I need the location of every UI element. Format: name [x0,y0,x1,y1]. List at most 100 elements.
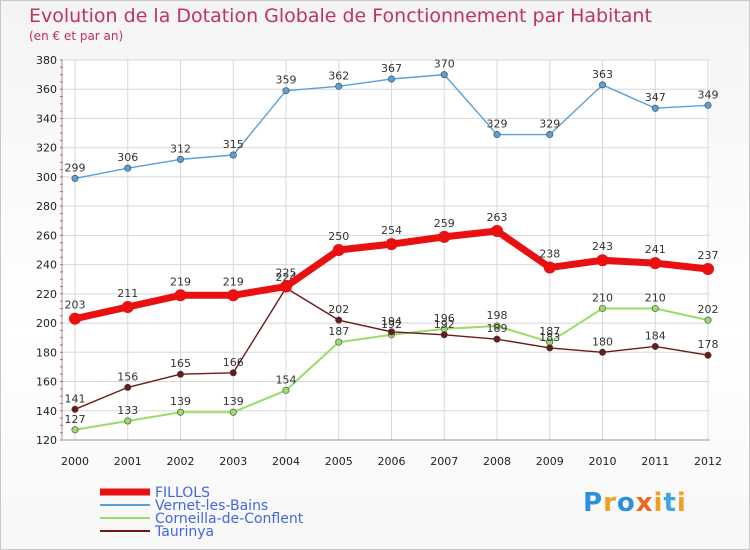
data-point [124,417,132,425]
data-point [491,225,503,237]
legend-label: Vernet-les-Bains [155,498,268,514]
proxiti-logo: Proxiti [583,488,687,518]
data-point [229,151,237,159]
data-point [124,164,132,172]
data-point [71,426,79,434]
y-tick-label: 380 [36,54,57,67]
data-point [543,261,556,274]
data-label: 367 [381,62,402,75]
data-point [71,174,79,182]
data-label: 187 [328,325,349,338]
data-label: 189 [487,322,508,335]
data-label: 165 [170,357,191,370]
data-label: 141 [65,392,86,405]
data-point [546,131,554,139]
data-label: 312 [170,142,191,155]
y-tick-label: 120 [36,434,57,447]
data-point [177,370,185,378]
data-label: 156 [117,370,138,383]
data-point [174,289,187,302]
data-label: 139 [223,395,244,408]
chart-subtitle: (en € et par an) [29,29,124,43]
y-tick-label: 140 [36,405,57,418]
data-label: 263 [487,211,508,224]
data-label: 359 [276,74,297,87]
data-point [229,369,237,377]
data-label: 329 [539,118,560,131]
data-point [69,312,81,325]
data-point [71,405,79,413]
data-label: 198 [487,309,508,322]
data-label: 192 [381,318,402,331]
data-point [335,316,343,324]
y-tick-label: 340 [36,112,57,125]
x-tick-label: 2009 [536,455,564,468]
x-tick-label: 2001 [114,455,142,468]
x-tick-label: 2004 [272,455,300,468]
legend-label: Corneilla-de-Conflent [155,511,304,527]
data-label: 259 [434,217,455,230]
legend-label: Taurinya [154,524,214,540]
y-tick-label: 320 [36,142,57,155]
data-point [704,316,712,324]
x-tick-label: 2008 [483,455,511,468]
data-label: 237 [698,249,719,262]
data-point [702,263,714,275]
data-point [229,408,237,416]
data-label: 370 [434,58,455,71]
data-label: 347 [645,91,666,104]
y-tick-label: 280 [36,200,57,213]
data-point [651,104,659,112]
data-point [598,81,606,89]
data-point [440,71,448,79]
data-point [332,244,345,256]
data-label: 202 [328,303,349,316]
data-point [493,322,501,330]
data-point [385,238,398,251]
data-label: 315 [223,138,244,151]
y-tick-label: 260 [36,229,57,242]
x-tick-label: 2006 [378,455,406,468]
data-point [546,344,554,352]
data-label: 133 [117,404,138,417]
data-point [596,254,609,267]
data-point [651,342,659,350]
data-point [177,155,185,163]
data-label: 243 [592,240,613,253]
y-tick-label: 300 [36,171,57,184]
data-label: 192 [434,318,455,331]
data-point [438,230,451,243]
data-label: 210 [645,291,666,304]
legend-label: FILLOLS [155,485,210,501]
data-label: 154 [276,373,297,386]
data-point [493,335,501,343]
x-tick-label: 2005 [325,455,353,468]
data-label: 166 [223,356,244,369]
data-label: 210 [592,291,613,304]
data-label: 127 [65,413,86,426]
data-label: 225 [276,267,297,280]
data-point [227,289,240,302]
y-tick-label: 220 [36,288,57,301]
data-label: 187 [539,325,560,338]
data-label: 203 [65,299,86,312]
data-label: 219 [223,275,244,288]
data-point [649,257,662,270]
data-label: 254 [381,224,402,237]
data-point [335,82,343,90]
data-label: 306 [117,151,138,164]
x-tick-label: 2010 [589,455,617,468]
data-label: 238 [539,248,560,261]
data-label: 250 [328,230,349,243]
data-point [493,131,501,139]
x-tick-label: 2012 [694,455,722,468]
data-label: 299 [65,161,86,174]
y-tick-label: 160 [36,376,57,389]
data-label: 362 [328,69,349,82]
data-label: 180 [592,335,613,348]
y-tick-label: 200 [36,317,57,330]
data-label: 194 [381,315,402,328]
y-tick-label: 180 [36,346,57,359]
x-tick-label: 2000 [61,455,89,468]
